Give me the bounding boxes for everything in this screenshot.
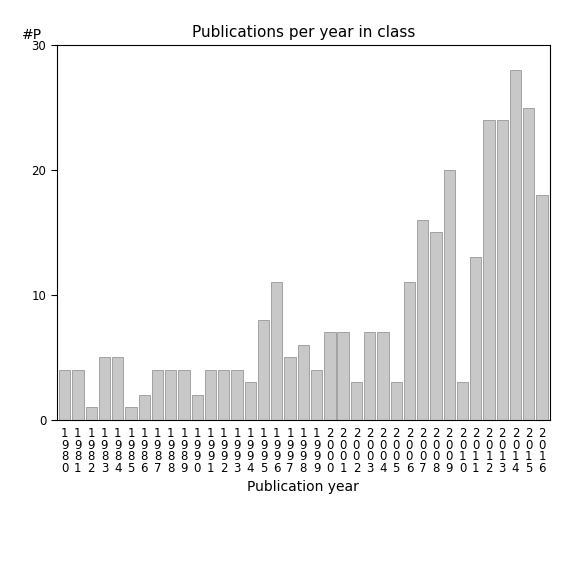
Bar — [457, 382, 468, 420]
Bar — [483, 120, 494, 420]
Bar — [165, 370, 176, 420]
Bar — [125, 407, 137, 420]
Bar — [391, 382, 402, 420]
Bar — [205, 370, 216, 420]
Bar — [112, 357, 124, 420]
Bar — [218, 370, 230, 420]
Bar — [245, 382, 256, 420]
Bar — [298, 345, 309, 420]
Text: #P: #P — [22, 28, 43, 41]
Bar — [337, 332, 349, 420]
Bar — [404, 282, 415, 420]
Bar — [285, 357, 296, 420]
Title: Publications per year in class: Publications per year in class — [192, 25, 415, 40]
Bar — [324, 332, 336, 420]
Bar — [443, 170, 455, 420]
Bar — [470, 257, 481, 420]
Bar — [192, 395, 203, 420]
Bar — [72, 370, 83, 420]
Bar — [258, 320, 269, 420]
Bar — [311, 370, 322, 420]
Bar — [179, 370, 189, 420]
Bar — [523, 108, 535, 420]
Bar — [377, 332, 388, 420]
Bar — [86, 407, 97, 420]
Bar — [59, 370, 70, 420]
X-axis label: Publication year: Publication year — [247, 480, 359, 494]
Bar — [271, 282, 282, 420]
Bar — [351, 382, 362, 420]
Bar — [99, 357, 110, 420]
Bar — [231, 370, 243, 420]
Bar — [497, 120, 508, 420]
Bar — [417, 220, 428, 420]
Bar — [152, 370, 163, 420]
Bar — [364, 332, 375, 420]
Bar — [138, 395, 150, 420]
Bar — [536, 195, 548, 420]
Bar — [510, 70, 521, 420]
Bar — [430, 232, 442, 420]
